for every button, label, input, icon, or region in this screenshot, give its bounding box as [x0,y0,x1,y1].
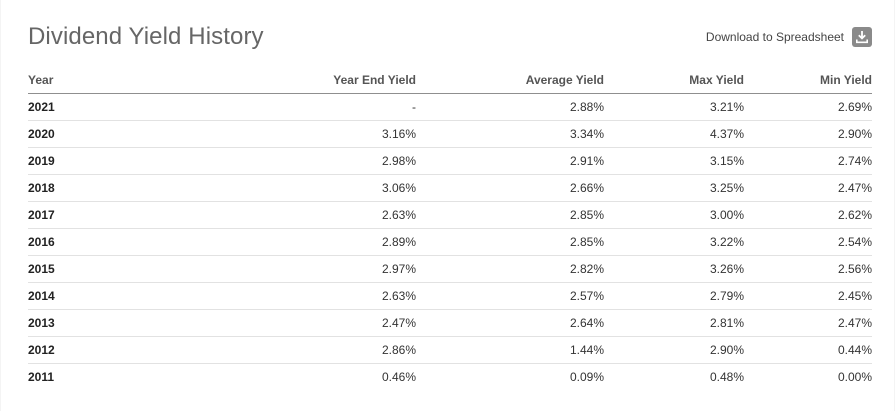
max-yield-cell: 3.00% [604,201,744,229]
year-cell: 2019 [28,147,148,175]
year-cell: 2016 [28,228,148,256]
year-end-yield-cell: - [148,93,416,121]
year-end-yield-cell: 2.47% [148,309,416,337]
average-yield-cell: 2.82% [416,255,604,283]
year-cell: 2015 [28,255,148,283]
year-cell: 2011 [28,369,55,384]
average-yield-cell: 0.09% [569,369,604,384]
average-yield-cell: 3.34% [416,120,604,148]
average-yield-cell: 2.64% [416,309,604,337]
year-end-yield-cell: 0.46% [381,369,416,384]
max-yield-cell: 3.15% [604,147,744,175]
average-yield-cell: 2.85% [416,201,604,229]
max-yield-cell: 3.26% [604,255,744,283]
column-header-min-yield: Min Yield [744,67,872,94]
year-end-yield-cell: 2.86% [148,336,416,364]
average-yield-cell: 2.66% [416,174,604,202]
year-end-yield-cell: 2.63% [148,282,416,310]
year-cell: 2013 [28,309,148,337]
year-cell: 2012 [28,336,148,364]
year-end-yield-cell: 2.89% [148,228,416,256]
min-yield-cell: 2.74% [744,147,872,175]
average-yield-cell: 1.44% [416,336,604,364]
download-icon [852,27,872,47]
max-yield-cell: 3.25% [604,174,744,202]
max-yield-cell: 2.90% [604,336,744,364]
year-cell: 2017 [28,201,148,229]
table-row: 2015 2.97% 2.82% 3.26% 2.56% [28,255,872,283]
min-yield-cell: 0.00% [837,369,872,384]
max-yield-cell: 2.79% [604,282,744,310]
table-row: 2013 2.47% 2.64% 2.81% 2.47% [28,309,872,337]
min-yield-cell: 2.56% [744,255,872,283]
column-header-year: Year [28,67,148,94]
year-end-yield-cell: 2.97% [148,255,416,283]
table-row: 2012 2.86% 1.44% 2.90% 0.44% [28,336,872,364]
year-end-yield-cell: 2.63% [148,201,416,229]
average-yield-cell: 2.57% [416,282,604,310]
year-cell: 2020 [28,120,148,148]
table-row: 2021 - 2.88% 3.21% 2.69% [28,93,872,121]
dividend-yield-table: Year Year End Yield Average Yield Max Yi… [28,67,872,390]
year-cell: 2014 [28,282,148,310]
max-yield-cell: 3.22% [604,228,744,256]
download-spreadsheet-button[interactable]: Download to Spreadsheet [706,27,872,47]
table-row: 2014 2.63% 2.57% 2.79% 2.45% [28,282,872,310]
max-yield-cell: 4.37% [604,120,744,148]
year-end-yield-cell: 3.16% [148,120,416,148]
max-yield-cell: 3.21% [604,93,744,121]
column-header-year-end-yield: Year End Yield [148,67,416,94]
min-yield-cell: 2.47% [744,309,872,337]
download-label: Download to Spreadsheet [705,30,844,44]
average-yield-cell: 2.91% [416,147,604,175]
max-yield-cell: 0.48% [709,369,744,384]
min-yield-cell: 2.62% [744,201,872,229]
min-yield-cell: 2.90% [744,120,872,148]
average-yield-cell: 2.85% [416,228,604,256]
year-cell: 2018 [28,174,148,202]
min-yield-cell: 2.69% [744,93,872,121]
min-yield-cell: 2.54% [744,228,872,256]
table-row: 2018 3.06% 2.66% 3.25% 2.47% [28,174,872,202]
table-row: 2016 2.89% 2.85% 3.22% 2.54% [28,228,872,256]
page-title: Dividend Yield History [28,23,264,50]
year-end-yield-cell: 2.98% [148,147,416,175]
average-yield-cell: 2.88% [416,93,604,121]
table-row: 2011 0.46% 0.09% 0.48% 0.00% [28,363,872,390]
column-header-average-yield: Average Yield [416,67,604,94]
min-yield-cell: 2.47% [744,174,872,202]
table-row: 2017 2.63% 2.85% 3.00% 2.62% [28,201,872,229]
table-row: 2019 2.98% 2.91% 3.15% 2.74% [28,147,872,175]
table-row: 2020 3.16% 3.34% 4.37% 2.90% [28,120,872,148]
year-cell: 2021 [28,93,148,121]
min-yield-cell: 2.45% [744,282,872,310]
min-yield-cell: 0.44% [744,336,872,364]
column-header-max-yield: Max Yield [604,67,744,94]
table-header-row: Year Year End Yield Average Yield Max Yi… [28,67,872,94]
max-yield-cell: 2.81% [604,309,744,337]
year-end-yield-cell: 3.06% [148,174,416,202]
